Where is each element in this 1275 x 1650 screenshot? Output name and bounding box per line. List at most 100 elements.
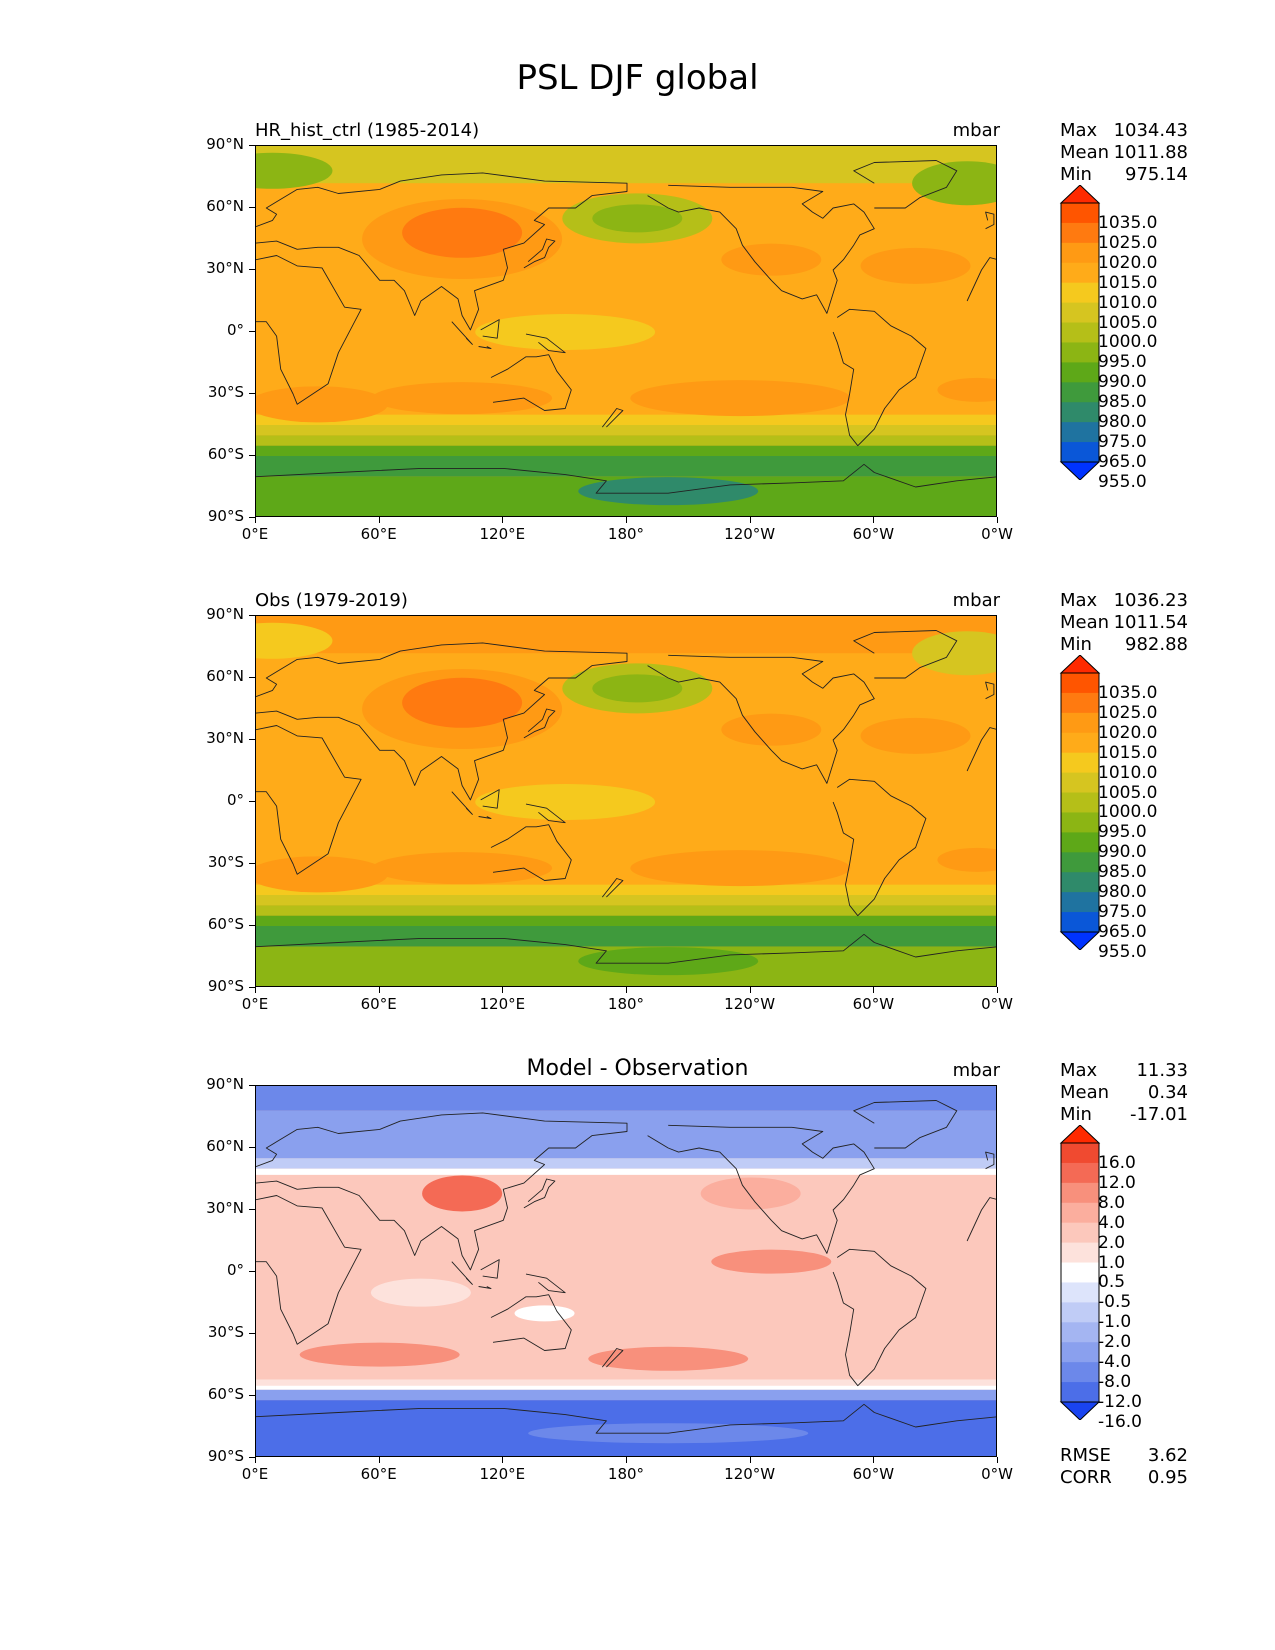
colorbar-band	[1061, 832, 1099, 853]
stat-min-value: 975.14	[1125, 164, 1188, 185]
pressure-band	[256, 1158, 996, 1169]
lon-tick-label: 60°W	[852, 995, 895, 1013]
saoa-high	[256, 386, 388, 423]
colorbar-band	[1061, 852, 1099, 873]
lon-tick	[378, 1457, 380, 1463]
npac-high	[721, 713, 822, 746]
lat-tick	[249, 455, 255, 456]
lon-tick-label: 60°E	[360, 525, 397, 543]
lon-tick-label: 0°W	[981, 995, 1013, 1013]
lat-tick	[249, 677, 255, 678]
map-svg	[256, 1086, 996, 1456]
colorbar-band	[1061, 732, 1099, 754]
map-plot	[255, 1085, 997, 1457]
colorbar-band	[1061, 402, 1099, 423]
stat-min-label: Min	[1060, 1104, 1092, 1125]
lat-tick-label: 60°N	[206, 667, 244, 685]
lat-tick	[249, 615, 255, 616]
colorbar-band	[1061, 772, 1099, 794]
colorbar	[1059, 655, 1101, 950]
colorbar-label: 990.0	[1098, 372, 1147, 393]
lat-tick	[249, 393, 255, 394]
colorbar-label: 975.0	[1098, 432, 1147, 453]
colorbar-band	[1061, 1162, 1099, 1184]
lat-tick-label: 30°S	[207, 1323, 244, 1341]
panel-title: Model - Observation	[526, 1056, 749, 1081]
antarctic-low	[578, 947, 759, 976]
rmse-label: RMSE	[1060, 1445, 1111, 1466]
colorbar-label: -4.0	[1098, 1352, 1132, 1373]
colorbar-label: -16.0	[1098, 1411, 1142, 1432]
coastline	[647, 1124, 875, 1254]
lon-tick-label: 180°	[607, 1465, 645, 1483]
coastline	[985, 681, 995, 700]
map-svg	[256, 616, 996, 986]
lon-tick	[502, 987, 504, 993]
corr-value: 0.95	[1147, 1467, 1188, 1488]
colorbar-label: -0.5	[1098, 1292, 1132, 1313]
stat-mean-value: 1011.54	[1113, 612, 1188, 633]
stat-max-label: Max	[1060, 1060, 1098, 1081]
stat-max-label: Max	[1060, 590, 1098, 611]
colorbar-label: 1015.0	[1098, 272, 1158, 293]
lat-tick	[249, 145, 255, 146]
stats-box: Max 1036.23 Mean 1011.54 Min 982.88	[1060, 590, 1188, 656]
icelandic-low	[912, 161, 996, 206]
colorbar-outline	[1060, 1142, 1100, 1403]
stats-box: Max 11.33 Mean 0.34 Min -17.01	[1060, 1060, 1188, 1126]
colorbar	[1059, 185, 1101, 480]
colorbar-band	[1061, 1182, 1099, 1204]
lat-tick-label: 90°S	[207, 977, 244, 995]
lon-tick	[873, 517, 875, 523]
stat-mean-value: 1011.88	[1113, 142, 1188, 163]
coastline	[256, 933, 996, 964]
lat-tick-label: 0°	[226, 1261, 244, 1279]
lat-tick	[249, 925, 255, 926]
lon-tick	[502, 517, 504, 523]
lat-tick	[249, 1395, 255, 1396]
lat-tick	[249, 987, 255, 988]
colorbar-band	[1061, 342, 1099, 363]
colorbar-band	[1061, 752, 1099, 774]
lat-tick-label: 30°N	[206, 1199, 244, 1217]
colorbar-label: 965.0	[1098, 452, 1147, 472]
lat-tick-label: 90°N	[206, 605, 244, 623]
colorbar-label: 1000.0	[1098, 802, 1158, 823]
arctic-feature	[256, 622, 333, 659]
lat-tick	[249, 1333, 255, 1334]
colorbar-band	[1061, 203, 1099, 224]
lat-tick-label: 30°S	[207, 853, 244, 871]
azores-high	[860, 247, 971, 284]
colorbar-band	[1061, 382, 1099, 403]
lon-tick-label: 0°E	[241, 1465, 269, 1483]
pressure-band	[256, 915, 996, 926]
pressure-band	[256, 1086, 996, 1111]
coastline	[853, 630, 958, 679]
coastline	[480, 1259, 500, 1279]
coastline	[966, 727, 996, 772]
lon-tick	[997, 987, 998, 993]
colorbar-label: 8.0	[1098, 1192, 1126, 1213]
aus-diff	[514, 1305, 575, 1322]
lat-tick	[249, 1209, 255, 1210]
stat-max-label: Max	[1060, 120, 1098, 141]
warm-pool-low	[475, 314, 656, 350]
coastline	[647, 654, 875, 784]
colorbar-band	[1061, 872, 1099, 893]
colorbar-label: 1005.0	[1098, 782, 1158, 803]
antarctic-low	[578, 477, 759, 506]
coastline	[523, 708, 556, 739]
lon-tick	[626, 987, 627, 993]
pressure-band	[256, 425, 996, 436]
pac-diff	[700, 1177, 801, 1210]
stat-min-label: Min	[1060, 634, 1092, 655]
lat-tick	[249, 207, 255, 208]
coastline	[256, 1112, 628, 1271]
colorbar-extend-max	[1059, 185, 1101, 204]
lon-tick	[626, 1457, 627, 1463]
npac-high	[721, 243, 822, 276]
azores-high	[860, 717, 971, 754]
coastline	[478, 346, 492, 349]
pressure-band	[256, 1168, 996, 1175]
colorbar-label: -1.0	[1098, 1312, 1132, 1333]
